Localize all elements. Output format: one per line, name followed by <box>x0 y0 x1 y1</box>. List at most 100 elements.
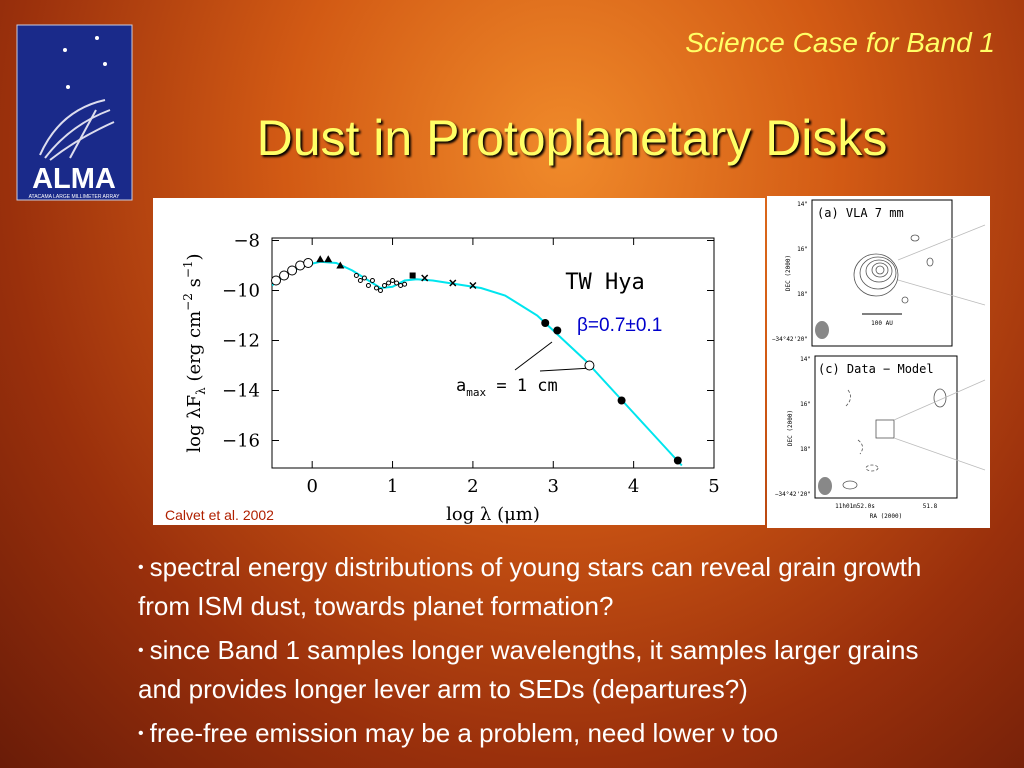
annotation-part: max <box>466 386 486 399</box>
logo-subtext: ATACAMA LARGE MILLIMETER ARRAY <box>29 194 121 200</box>
beam <box>815 321 829 339</box>
y-label-part: −2 <box>181 293 195 311</box>
point <box>449 279 457 287</box>
point <box>673 456 682 465</box>
y-label-part: ) <box>184 253 205 260</box>
panel-tick: 14" <box>800 356 811 363</box>
point <box>421 274 429 282</box>
slide-title: Dust in Protoplanetary Disks <box>257 110 888 166</box>
logo-dish <box>39 99 115 161</box>
panel-frame <box>811 199 953 347</box>
point <box>336 261 345 269</box>
y-label-part: log λF <box>184 395 205 453</box>
point <box>373 285 379 291</box>
y-tick-label: −16 <box>222 431 260 452</box>
point <box>316 255 325 263</box>
figure-background <box>153 198 765 525</box>
point <box>279 270 290 281</box>
y-label-part: −1 <box>181 260 195 278</box>
point <box>382 283 388 288</box>
bullet: • since Band 1 samples longer wavelengths… <box>138 635 919 704</box>
panel-tick: 16" <box>797 246 808 253</box>
point <box>361 275 367 281</box>
logo-stars <box>63 36 107 89</box>
annotation-part: a <box>456 376 466 396</box>
logo-text: ALMA <box>32 163 116 195</box>
chart-title: TW Hya <box>565 270 644 295</box>
panel-ylabel: DEC (2000) <box>787 410 794 446</box>
bullet-list: • spectral energy distributions of young … <box>138 548 938 759</box>
bullet-text: free-free emission may be a problem, nee… <box>149 718 779 748</box>
panel-label: (c) Data − Model <box>818 362 934 376</box>
panel-a: (a) VLA 7 mm 14" 16" 18" −34°42'20" DEC … <box>772 199 986 347</box>
x-tick-label: 2 <box>467 476 478 497</box>
point <box>409 272 416 279</box>
y-tick-label: −8 <box>233 231 260 252</box>
point <box>584 360 595 371</box>
y-tick-label: −14 <box>222 381 260 402</box>
side-figure-background <box>767 196 990 528</box>
x-tick-label: 1 <box>387 476 398 497</box>
sed-chart: 0 1 2 3 4 5 −8 −10 −12 −14 −16 log λ (μm) log λFλ (e… <box>181 231 720 526</box>
y-tick-label: −12 <box>222 331 260 352</box>
panel-tick: 11h01m52.0s <box>835 503 875 510</box>
annotation: β=0.7±0.1 <box>577 315 662 336</box>
x-axis-label: log λ (μm) <box>446 504 540 525</box>
panel-tick: 18" <box>800 446 811 453</box>
point <box>541 319 550 327</box>
panel-tick: 14" <box>797 201 808 208</box>
bullet: • free-free emission may be a problem, ne… <box>138 718 779 748</box>
panel-tick: 51.8 <box>923 503 938 510</box>
panel-xlabel: RA (2000) <box>870 513 903 520</box>
point <box>377 288 383 293</box>
y-axis-label: log λFλ (erg cm−2 s−1) <box>181 253 208 452</box>
point <box>402 281 408 287</box>
point <box>271 275 282 286</box>
annotation: amax = 1 cm <box>456 376 558 399</box>
panel-tick: −34°42'20" <box>772 336 808 343</box>
panel-tick: 18" <box>797 291 808 298</box>
point <box>617 396 626 405</box>
point <box>353 273 359 278</box>
point <box>303 258 314 268</box>
x-tick-label: 4 <box>628 476 639 497</box>
plot-frame <box>271 237 715 469</box>
y-tick-label: −10 <box>222 281 260 302</box>
panel-frame <box>814 355 958 499</box>
contours <box>842 379 986 490</box>
panel-label: (a) VLA 7 mm <box>817 206 904 220</box>
point <box>394 280 400 286</box>
point <box>553 326 562 335</box>
x-tick-label: 5 <box>708 476 719 497</box>
point <box>398 283 404 288</box>
bullet: • spectral energy distributions of young … <box>138 552 922 621</box>
point <box>369 278 375 283</box>
alma-logo: ALMA ATACAMA LARGE MILLIMETER ARRAY <box>16 24 133 201</box>
bullet-text: since Band 1 samples longer wavelengths,… <box>138 635 919 704</box>
panel-ylabel: DEC (2000) <box>785 255 792 291</box>
point <box>324 255 333 263</box>
panel-tick: −34°42'20" <box>775 491 811 498</box>
panel-c: (c) Data − Model 14" 16" 18" −34°42'20" … <box>775 355 986 520</box>
point <box>390 278 396 283</box>
y-label-part: λ <box>194 387 208 395</box>
y-label-part: s <box>184 278 205 293</box>
annotation-part: = 1 cm <box>486 376 558 396</box>
x-tick-label: 0 <box>306 476 317 497</box>
point <box>469 281 477 290</box>
scale-label: 100 AU <box>871 320 893 327</box>
y-label-part: (erg cm <box>184 311 205 387</box>
credit: Calvet et al. 2002 <box>165 507 274 523</box>
slide-subtitle: Science Case for Band 1 <box>685 27 995 58</box>
x-tick-label: 3 <box>548 476 559 497</box>
point <box>365 283 371 288</box>
annotation-pointer <box>514 341 553 371</box>
panel-tick: 16" <box>800 401 811 408</box>
point <box>287 265 298 276</box>
annotation-pointer <box>539 367 593 372</box>
point <box>386 280 392 286</box>
beam <box>818 477 832 495</box>
contours <box>853 224 986 306</box>
